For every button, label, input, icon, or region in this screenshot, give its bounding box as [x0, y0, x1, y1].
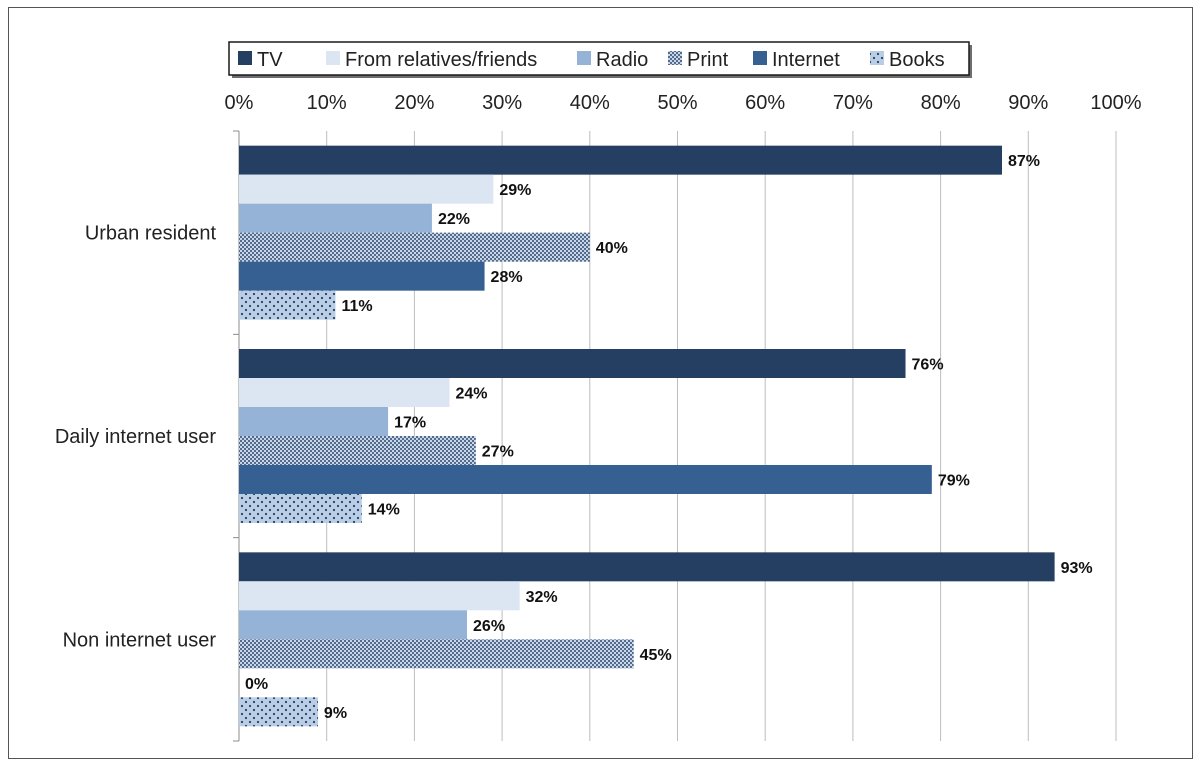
data-label-books-non-internet-user: 9%	[324, 705, 347, 722]
bars	[239, 145, 1055, 727]
axes: 0% 10% 20% 30% 40% 50% 60% 70% 80% 90% 100% Urban r…	[55, 92, 1142, 742]
x-tick-label: 60%	[745, 92, 785, 114]
data-label-print-urban-resident: 40%	[596, 240, 628, 257]
bar-from-relatives-friends-non-internet-user	[239, 581, 520, 611]
legend-swatch-internet	[753, 51, 767, 65]
data-label-tv-daily-internet-user: 76%	[912, 357, 944, 374]
bar-radio-urban-resident	[239, 203, 432, 233]
x-tick-label: 20%	[394, 92, 434, 114]
data-label-books-urban-resident: 11%	[341, 298, 372, 315]
bar-tv-daily-internet-user	[239, 349, 906, 378]
data-label-print-non-internet-user: 45%	[640, 647, 672, 664]
legend-label-internet: Internet	[772, 49, 840, 71]
x-tick-label: 30%	[482, 92, 522, 114]
x-tick-label: 80%	[921, 92, 961, 114]
data-label-print-daily-internet-user: 27%	[482, 444, 514, 461]
bar-books-non-internet-user	[239, 697, 318, 727]
x-tick-label: 10%	[307, 92, 347, 114]
legend-swatch-from-relatives-friends	[326, 51, 340, 65]
category-label-daily-internet-user: Daily internet user	[55, 426, 217, 448]
data-label-tv-urban-resident: 87%	[1008, 153, 1040, 170]
bar-books-daily-internet-user	[239, 494, 362, 523]
legend-swatch-tv	[238, 51, 252, 65]
legend-box	[228, 41, 970, 76]
data-label-from-relatives-friends-non-internet-user: 32%	[526, 589, 558, 606]
legend-label-tv: TV	[257, 49, 283, 71]
legend-label-radio: Radio	[596, 49, 648, 71]
x-tick-label: 50%	[657, 92, 697, 114]
category-label-urban-resident: Urban resident	[85, 223, 217, 245]
bar-from-relatives-friends-daily-internet-user	[239, 378, 450, 407]
data-label-internet-daily-internet-user: 79%	[938, 473, 970, 490]
legend-label-print: Print	[687, 49, 729, 71]
data-label-from-relatives-friends-urban-resident: 29%	[499, 182, 531, 199]
data-label-radio-non-internet-user: 26%	[473, 618, 505, 635]
legend-label-books: Books	[889, 49, 945, 71]
legend-label-from-relatives-friends: From relatives/friends	[345, 49, 537, 71]
bar-radio-non-internet-user	[239, 610, 468, 640]
x-tick-label: 100%	[1090, 92, 1141, 114]
legend: TV From relatives/friends Radio Print Intern…	[228, 41, 972, 78]
chart-frame	[8, 7, 1193, 759]
x-tick-label: 0%	[225, 92, 254, 114]
data-label-radio-daily-internet-user: 17%	[394, 415, 426, 432]
bar-radio-daily-internet-user	[239, 407, 389, 436]
bar-print-daily-internet-user	[239, 436, 476, 465]
x-tick-label: 90%	[1008, 92, 1048, 114]
bar-print-non-internet-user	[239, 639, 634, 669]
data-label-from-relatives-friends-daily-internet-user: 24%	[455, 386, 487, 403]
category-label-non-internet-user: Non internet user	[63, 629, 217, 651]
data-label-radio-urban-resident: 22%	[438, 211, 470, 228]
data-labels: 87% 29% 22% 40% 28% 11% 76% 24% 17% 27% 79% 14% 93% 3…	[245, 153, 1093, 722]
data-label-internet-urban-resident: 28%	[491, 269, 523, 286]
x-tick-label: 40%	[570, 92, 610, 114]
legend-swatch-books	[870, 51, 884, 65]
bar-internet-urban-resident	[239, 261, 485, 291]
x-tick-label: 70%	[833, 92, 873, 114]
legend-swatch-print	[668, 51, 682, 65]
data-label-books-daily-internet-user: 14%	[368, 502, 400, 519]
legend-swatch-radio	[577, 51, 591, 65]
bar-tv-urban-resident	[239, 145, 1002, 175]
bar-tv-non-internet-user	[239, 552, 1055, 582]
bar-books-urban-resident	[239, 290, 336, 320]
data-label-tv-non-internet-user: 93%	[1061, 560, 1093, 577]
bar-internet-daily-internet-user	[239, 465, 932, 494]
bar-print-urban-resident	[239, 232, 590, 262]
bar-from-relatives-friends-urban-resident	[239, 174, 494, 204]
data-label-internet-non-internet-user: 0%	[245, 676, 268, 693]
